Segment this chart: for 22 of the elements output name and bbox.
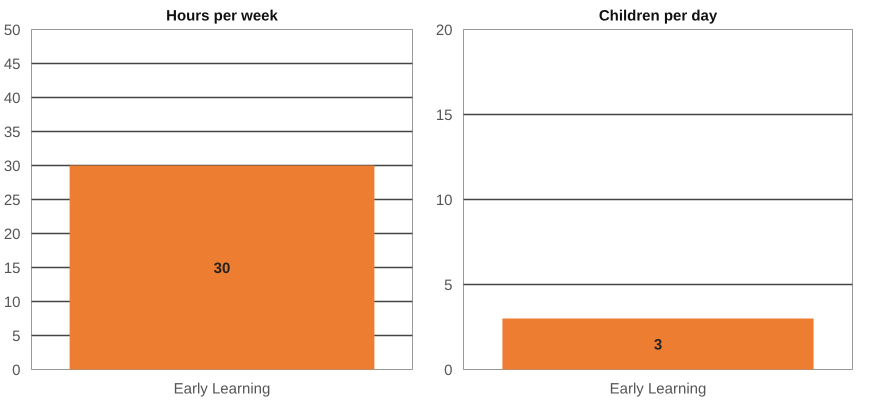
y-tick-label: 20 bbox=[436, 22, 453, 39]
data-label: 3 bbox=[654, 336, 662, 354]
y-tick-label: 25 bbox=[4, 192, 21, 209]
chart-title: Children per day bbox=[598, 8, 718, 24]
y-tick-label: 20 bbox=[4, 226, 21, 243]
y-tick-label: 15 bbox=[4, 260, 21, 277]
y-tick-label: 40 bbox=[4, 90, 21, 107]
y-tick-label: 15 bbox=[436, 107, 453, 124]
y-tick-label: 50 bbox=[4, 22, 21, 39]
chart-title: Hours per week bbox=[166, 8, 279, 24]
y-tick-label: 5 bbox=[12, 328, 20, 345]
y-tick-label: 30 bbox=[4, 158, 21, 175]
y-tick-label: 5 bbox=[444, 277, 452, 294]
y-tick-label: 0 bbox=[444, 362, 452, 379]
data-label: 30 bbox=[214, 260, 230, 277]
y-tick-label: 0 bbox=[12, 362, 20, 379]
y-tick-label: 35 bbox=[4, 124, 21, 141]
y-tick-label: 45 bbox=[4, 56, 21, 73]
y-tick-label: 10 bbox=[4, 294, 21, 311]
x-tick-label: Early Learning bbox=[174, 380, 270, 398]
x-tick-label: Early Learning bbox=[610, 380, 706, 398]
y-tick-label: 10 bbox=[436, 192, 453, 209]
